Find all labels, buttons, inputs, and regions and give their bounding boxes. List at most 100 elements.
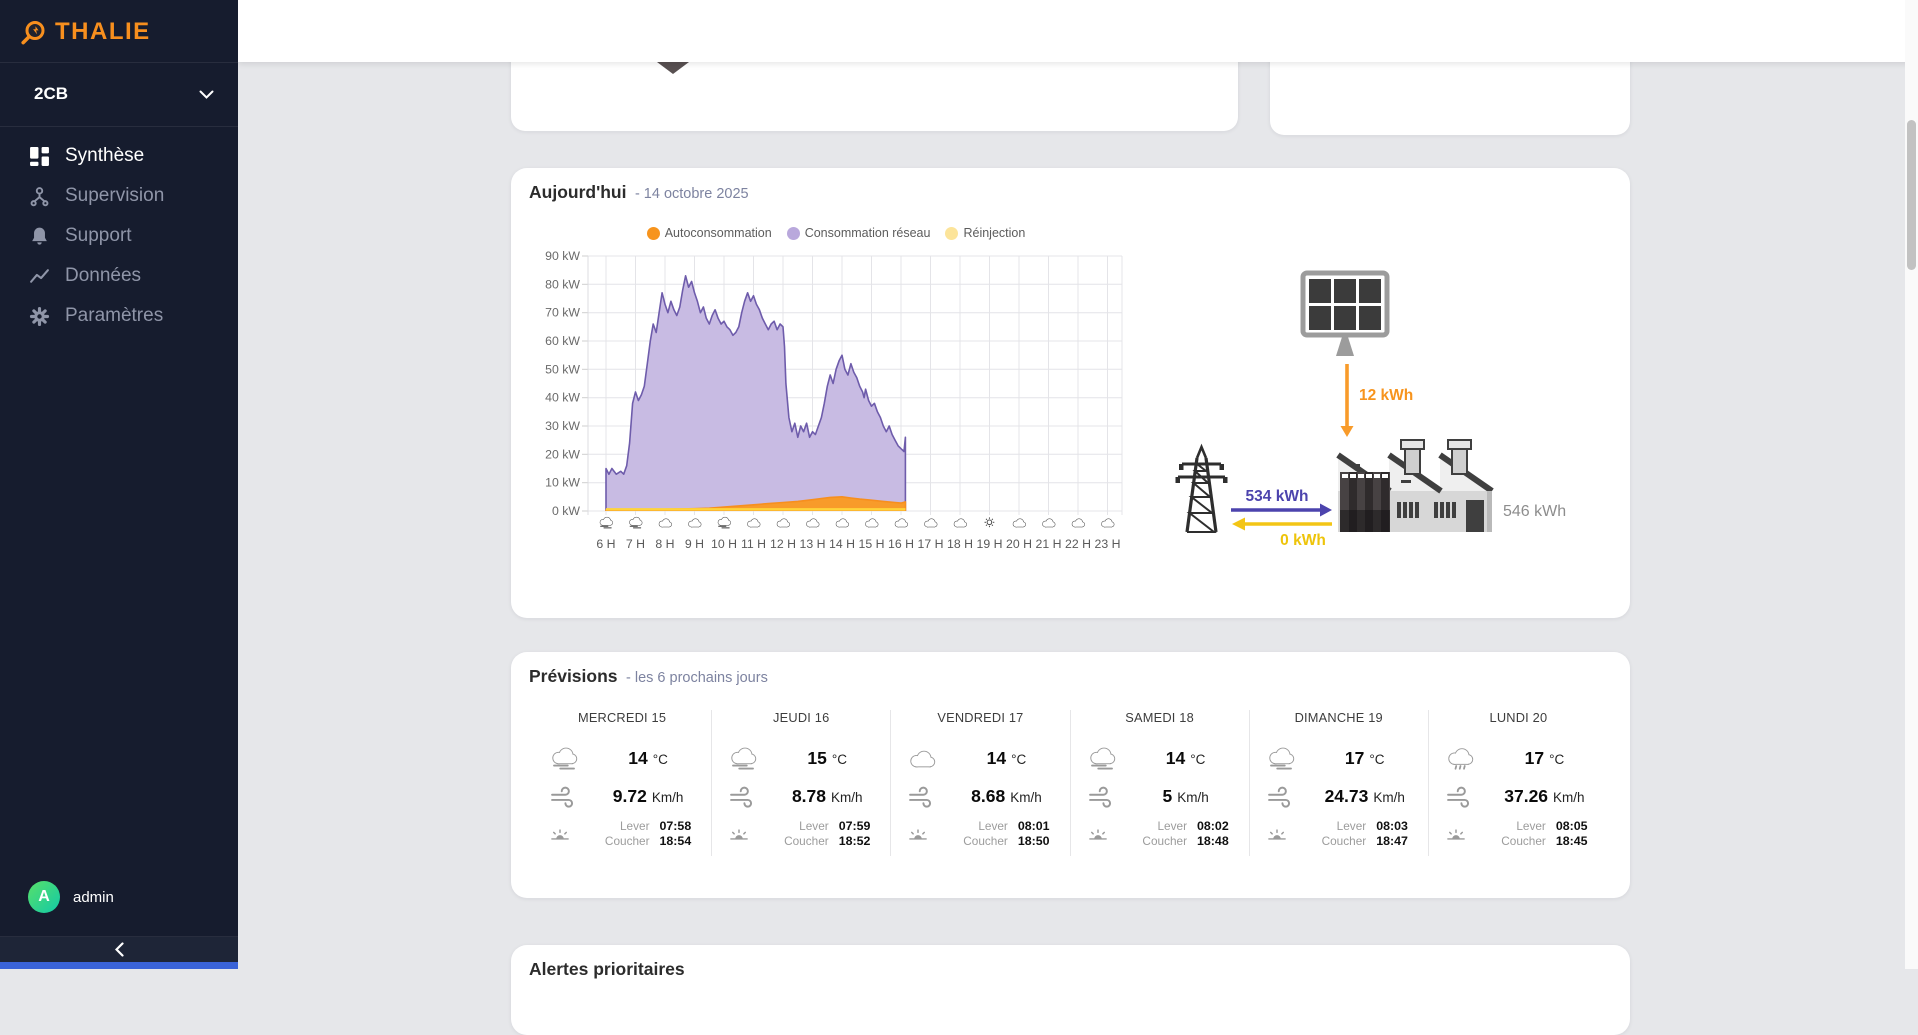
- today-card-header: Aujourd'hui - 14 octobre 2025: [529, 182, 749, 203]
- svg-text:10 kW: 10 kW: [545, 476, 580, 490]
- avatar: A: [28, 881, 60, 913]
- divider: [0, 126, 238, 127]
- sidebar-nav: Synthèse Supervision Support: [0, 136, 238, 336]
- svg-text:9 H: 9 H: [685, 537, 704, 551]
- sidebar-item-support[interactable]: Support: [0, 216, 238, 256]
- gear-icon: [28, 305, 50, 327]
- sunrise-time: 07:59: [838, 819, 871, 833]
- sunrise-label: Lever: [1336, 819, 1367, 833]
- legend-dot: [786, 226, 800, 240]
- svg-text:19 H: 19 H: [977, 537, 1003, 551]
- wind-value: 8.68 Km/h: [971, 785, 1042, 806]
- forecast-wind-row: 5 Km/h: [1087, 777, 1241, 815]
- today-card: Aujourd'hui - 14 octobre 2025 Autoconsom…: [511, 168, 1630, 618]
- sidebar-item-label: Données: [65, 265, 142, 286]
- forecast-day-label: LUNDI 20: [1489, 710, 1548, 725]
- sidebar-item-parametres[interactable]: Paramètres: [0, 296, 238, 336]
- solar-flow-value: 12 kWh: [1359, 387, 1413, 404]
- grid-import-arrow: [1231, 503, 1332, 517]
- legend-item: Réinjection: [945, 226, 1025, 240]
- wind-value: 37.26 Km/h: [1504, 785, 1585, 806]
- wind-icon: [907, 785, 951, 808]
- weather-cloud-icon: [907, 746, 951, 771]
- sunrise-time: 08:03: [1376, 819, 1408, 833]
- forecast-sun-row: Lever 08:02 Coucher 18:48: [1087, 819, 1241, 848]
- svg-text:23 H: 23 H: [1095, 537, 1121, 551]
- grid-export-value: 0 kWh: [1280, 532, 1326, 548]
- svg-text:14 H: 14 H: [829, 537, 855, 551]
- forecast-card: Prévisions - les 6 prochains jours MERCR…: [511, 652, 1630, 898]
- temperature-value: 17 °C: [1344, 747, 1385, 768]
- forecast-day-column: LUNDI 20 17 °C 37.26 Km/h Lever 08:05 Couch…: [1429, 710, 1608, 856]
- svg-text:20 kW: 20 kW: [545, 447, 580, 461]
- sunset-time: 18:50: [1017, 834, 1050, 848]
- svg-text:10 H: 10 H: [711, 537, 737, 551]
- sunset-label: Coucher: [604, 834, 650, 848]
- sunset-label: Coucher: [784, 834, 829, 848]
- legend-dot: [646, 226, 660, 240]
- sunrise-label: Lever: [620, 819, 650, 833]
- site-selector[interactable]: 2CB: [0, 63, 238, 125]
- svg-text:80 kW: 80 kW: [545, 277, 580, 291]
- forecast-wind-row: 9.72 Km/h: [549, 777, 703, 815]
- sunrise-icon: [549, 825, 593, 843]
- svg-text:20 H: 20 H: [1006, 537, 1032, 551]
- forecast-temperature-row: 14 °C: [549, 739, 703, 777]
- sunset-time: 18:45: [1555, 834, 1588, 848]
- svg-text:13 H: 13 H: [800, 537, 826, 551]
- energy-flow-diagram: 12 kWh 534 kWh 0 kWh: [1175, 270, 1566, 548]
- legend-item: Autoconsommation: [646, 226, 772, 240]
- svg-text:16 H: 16 H: [888, 537, 914, 551]
- forecast-temperature-row: 14 °C: [1087, 739, 1241, 777]
- sunrise-label: Lever: [799, 819, 829, 833]
- weather-fog-icon: [1087, 746, 1131, 771]
- solar-panel-icon: [1300, 270, 1390, 356]
- sunset-label: Coucher: [963, 834, 1008, 848]
- sidebar-item-supervision[interactable]: Supervision: [0, 176, 238, 216]
- weather-fog-icon: [728, 746, 772, 771]
- forecast-card-subtitle: - les 6 prochains jours: [625, 670, 768, 686]
- wind-icon: [1445, 785, 1489, 808]
- forecast-wind-row: 8.68 Km/h: [907, 777, 1061, 815]
- wind-icon: [1087, 785, 1131, 808]
- forecast-day-column: JEUDI 16 15 °C 8.78 Km/h Lever 07:59 Couche…: [712, 710, 892, 856]
- svg-text:22 H: 22 H: [1065, 537, 1091, 551]
- sunrise-icon: [1445, 825, 1489, 843]
- temperature-value: 14 °C: [986, 747, 1027, 768]
- temperature-value: 15 °C: [807, 747, 848, 768]
- divider: [0, 936, 238, 937]
- grid-export-arrow: [1232, 517, 1332, 531]
- forecast-wind-row: 37.26 Km/h: [1445, 777, 1600, 815]
- user-menu[interactable]: A admin: [28, 881, 114, 913]
- forecast-sun-row: Lever 08:03 Coucher 18:47: [1266, 819, 1420, 848]
- alerts-card-header: Alertes prioritaires: [529, 959, 685, 980]
- svg-text:70 kW: 70 kW: [545, 306, 580, 320]
- sunrise-time: 08:05: [1555, 819, 1588, 833]
- sidebar: THALIE 2CB Synthèse Supe: [0, 0, 238, 969]
- sunset-label: Coucher: [1321, 834, 1367, 848]
- forecast-temperature-row: 14 °C: [907, 739, 1061, 777]
- weather-rain-icon: [1445, 746, 1489, 771]
- building-total-value: 546 kWh: [1503, 503, 1566, 520]
- grid-import-value: 534 kWh: [1246, 488, 1309, 505]
- app-logo[interactable]: THALIE: [20, 13, 151, 51]
- sidebar-collapse-button[interactable]: [0, 937, 238, 962]
- scrollbar-thumb[interactable]: [1907, 120, 1916, 270]
- forecast-day-column: SAMEDI 18 14 °C 5 Km/h Lever 08:02 Coucher 1…: [1071, 710, 1250, 856]
- sidebar-item-synthese[interactable]: Synthèse: [0, 136, 238, 176]
- solar-flow-arrow: [1340, 364, 1354, 437]
- forecast-wind-row: 8.78 Km/h: [728, 777, 882, 815]
- svg-text:50 kW: 50 kW: [545, 362, 580, 376]
- site-selector-value: 2CB: [34, 84, 69, 103]
- alerts-card-title: Alertes prioritaires: [529, 959, 685, 979]
- forecast-temperature-row: 17 °C: [1445, 739, 1600, 777]
- sidebar-item-donnees[interactable]: Données: [0, 256, 238, 296]
- sunrise-label: Lever: [1157, 819, 1188, 833]
- forecast-card-header: Prévisions - les 6 prochains jours: [529, 666, 768, 687]
- scrollbar-track[interactable]: [1905, 0, 1918, 969]
- sun-times: Lever 08:01 Coucher 18:50: [951, 819, 1061, 848]
- sun-times: Lever 08:05 Coucher 18:45: [1489, 819, 1600, 848]
- sunset-label: Coucher: [1142, 834, 1188, 848]
- today-area-chart: 90 kW 80 kW 70 kW 60 kW 50 kW 40 kW 30 kW 20 kW…: [545, 249, 1123, 551]
- svg-text:6 H: 6 H: [596, 537, 615, 551]
